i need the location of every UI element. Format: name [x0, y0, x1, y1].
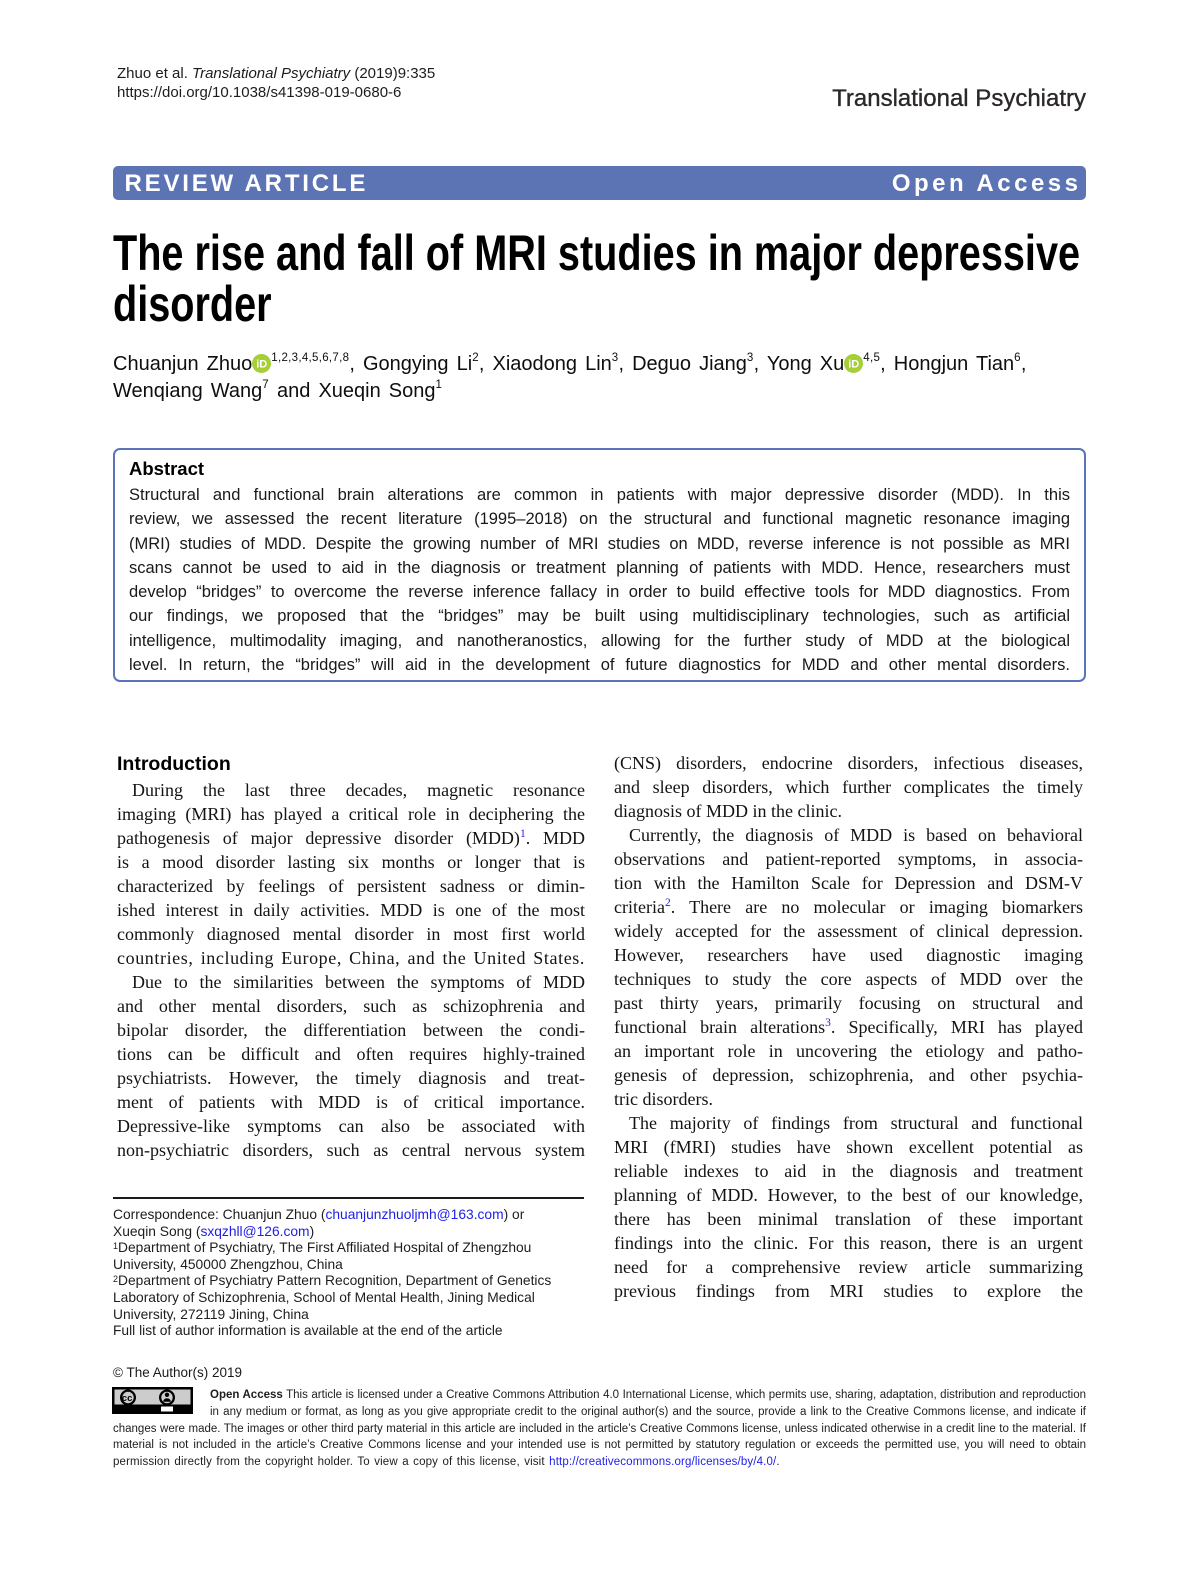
svg-text:cc: cc [122, 1393, 133, 1404]
svg-text:iD: iD [848, 359, 859, 371]
svg-text:iD: iD [256, 359, 267, 371]
